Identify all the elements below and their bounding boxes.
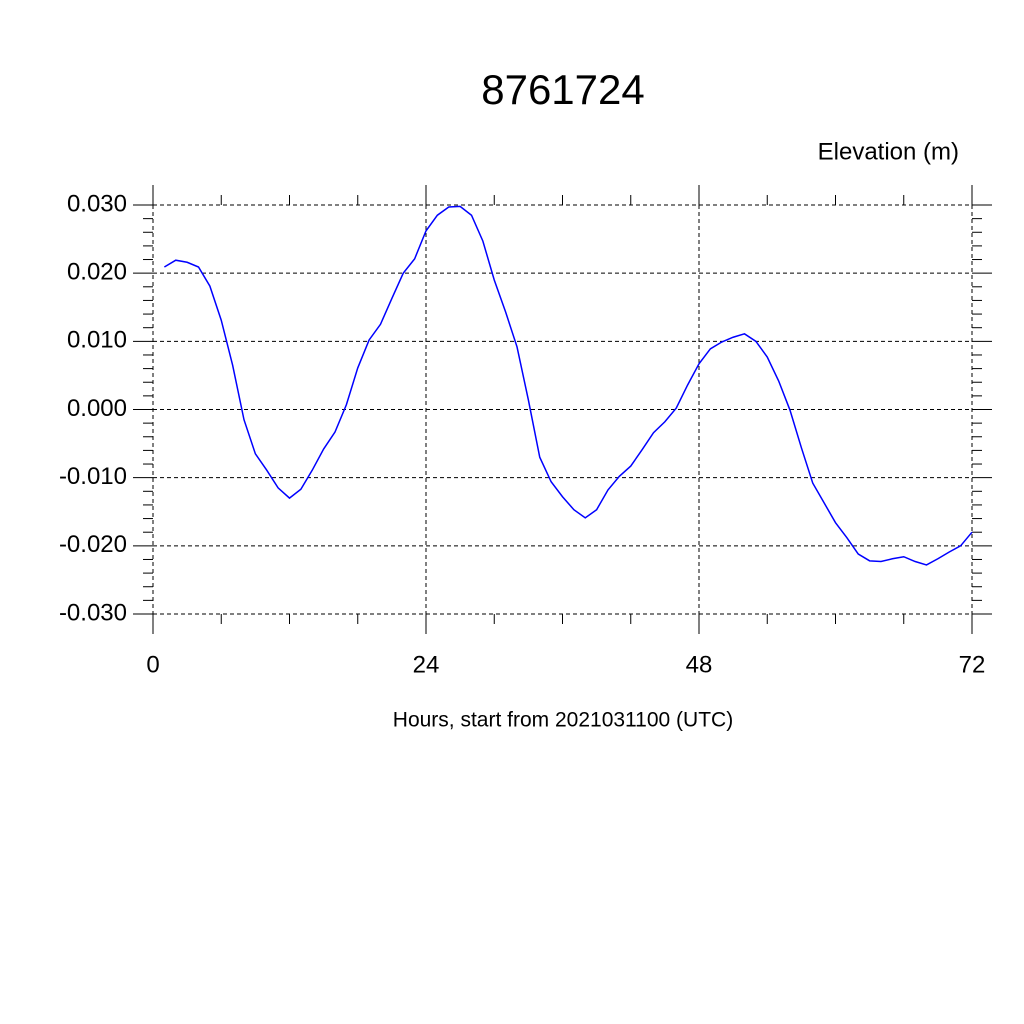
x-tick-label: 24 xyxy=(413,651,440,678)
y-tick-label: 0.000 xyxy=(67,395,127,422)
data-line xyxy=(163,205,973,566)
y-tick-label: -0.030 xyxy=(59,599,127,626)
y-tick-label: 0.010 xyxy=(67,327,127,354)
y-tick-label: 0.030 xyxy=(67,190,127,217)
x-axis-label: Hours, start from 2021031100 (UTC) xyxy=(393,709,733,732)
chart-subtitle: Elevation (m) xyxy=(818,138,959,165)
x-tick-label: 0 xyxy=(146,651,159,678)
x-tick-label: 72 xyxy=(959,651,986,678)
y-tick-label: -0.020 xyxy=(59,531,127,558)
chart-title: 8761724 xyxy=(481,66,645,113)
x-tick-label: 48 xyxy=(686,651,713,678)
y-tick-label: 0.020 xyxy=(67,259,127,286)
y-tick-label: -0.010 xyxy=(59,463,127,490)
